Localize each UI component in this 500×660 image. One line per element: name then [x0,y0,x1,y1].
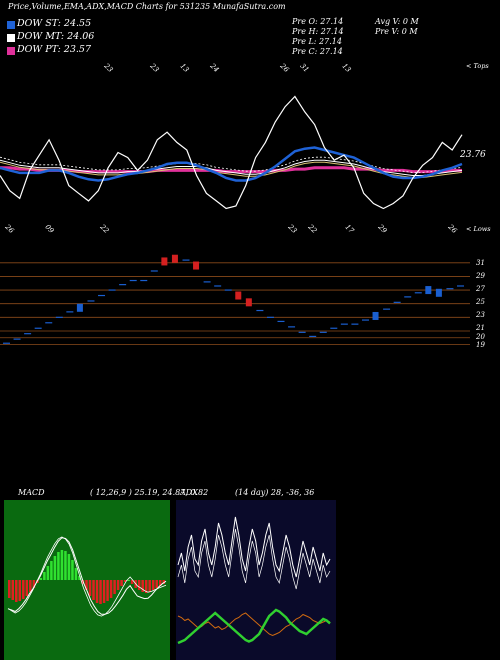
pre-open: Pre O: 27.14 [292,17,344,26]
macd-hist-bar [60,550,64,580]
renko-box [372,311,379,320]
macd-hist-bar [123,580,127,582]
plus-di-line [177,608,331,645]
ema-dotted-line [0,156,463,173]
renko-box [425,286,432,295]
macd-hist-bar [74,568,78,580]
macd-hist-bar [127,580,130,581]
macd-hist-bar [57,552,60,580]
renko-box [245,298,252,307]
macd-hist-bar [99,580,102,604]
macd-hist-bar [162,580,165,584]
macd-hist-bar [8,580,11,598]
macd-hist-bar [11,580,15,600]
lows-label: < Lows [466,225,491,233]
macd-hist-bar [46,566,50,580]
last-price-label: 23.76 [460,150,486,160]
renko-box [171,254,178,263]
adx-line-2 [177,528,331,590]
macd-hist-bar [158,580,162,586]
macd-hist-bar [85,580,88,590]
macd-hist-bar [67,554,71,580]
dow-st-swatch [7,21,15,29]
dow-mt-swatch [7,34,15,42]
macd-hist-bar [39,578,43,580]
renko-box [235,291,242,300]
pre-close: Pre C: 27.14 [292,47,343,56]
macd-hist-bar [32,580,36,588]
macd-hist-bar [144,580,148,593]
price-line [0,95,463,210]
macd-hist-bar [137,580,141,590]
macd-hist-bar [151,580,155,590]
pre-high: Pre H: 27.14 [292,27,344,36]
macd-hist-bar [148,580,151,592]
macd-hist-bar [53,556,57,580]
macd-hist-bar [50,561,53,580]
ema-short-line [0,146,463,182]
avg-volume: Avg V: 0 M [375,17,419,26]
renko-level-label: 25 [476,298,485,306]
macd-hist-bar [29,580,32,592]
adx-line [177,516,331,578]
renko-box [76,303,83,312]
macd-hist-bar [113,580,116,594]
macd-hist-bar [15,580,18,602]
macd-hist-bar [78,576,81,580]
renko-level-label: 23 [476,311,485,319]
macd-hist-bar [25,580,29,596]
adx-panel-bg [176,500,336,660]
macd-hist-bar [43,572,46,580]
macd-hist-bar [102,580,106,603]
macd-hist-bar [18,580,22,601]
ema-long-line [0,166,462,174]
dow-pt-swatch [7,47,15,55]
macd-hist-bar [95,580,99,603]
chart-title: Price,Volume,EMA,ADX,MACD Charts for 531… [8,2,286,11]
adx-title: ADX [180,488,198,497]
pre-low: Pre L: 27.14 [292,37,342,46]
renko-level-label: 31 [476,259,485,267]
macd-signal-line [7,536,167,617]
macd-hist-bar [130,580,134,584]
renko-box [435,288,442,297]
dow-pt-label: DOW PT: 23.57 [17,44,91,55]
dow-mt-label: DOW MT: 24.06 [17,31,95,42]
macd-title: MACD [18,488,45,497]
macd-hist-bar [92,580,95,600]
dow-st-label: DOW ST: 24.55 [17,18,92,29]
macd-hist-bar [88,580,92,596]
renko-level-label: 27 [476,285,485,293]
macd-hist-bar [155,580,158,588]
renko-box [161,257,168,266]
renko-level-label: 21 [476,324,485,332]
macd-hist-bar [141,580,144,592]
macd-hist-bar [116,580,120,590]
tops-label: < Tops [466,62,489,70]
macd-hist-bar [106,580,109,601]
macd-hist-bar [109,580,113,598]
renko-level-label: 19 [476,341,485,349]
macd-hist-bar [120,580,123,586]
macd-hist-bar [64,551,67,580]
ema-mid-line [0,159,463,176]
renko-box [193,261,200,270]
macd-hist-bar [71,560,74,580]
pre-volume: Pre V: 0 M [375,27,418,36]
adx-params: (14 day) 28, -36, 36 [235,488,315,497]
renko-level-label: 20 [476,333,485,341]
macd-params: ( 12,26,9 ) 25.19, 24.87, 0.82 [90,488,209,497]
macd-hist-bar [22,580,25,599]
renko-level-label: 29 [476,272,485,280]
